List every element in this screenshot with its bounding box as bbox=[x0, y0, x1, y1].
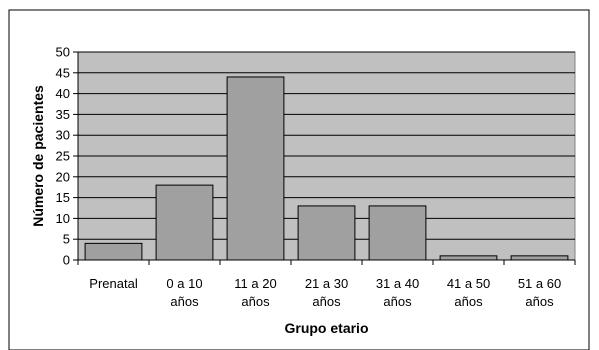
x-tick-label-line: 51 a 60 bbox=[518, 276, 561, 291]
x-tick-label-line: años bbox=[170, 294, 199, 309]
x-axis: Prenatal 0 a 10 años 11 a 20 años 21 a 30 años… bbox=[77, 259, 576, 309]
x-tick-label-line: 41 a 50 bbox=[447, 276, 490, 291]
bar bbox=[226, 76, 285, 261]
x-tick-label: 41 a 50 años bbox=[447, 276, 490, 309]
y-tick-label: 15 bbox=[56, 190, 70, 205]
y-tick-label: 25 bbox=[56, 149, 70, 164]
x-tick-label: 51 a 60 años bbox=[518, 276, 561, 309]
y-tick-label: 20 bbox=[56, 169, 70, 184]
x-axis-title: Grupo etario bbox=[284, 320, 368, 336]
y-tick-label: 5 bbox=[63, 232, 70, 247]
x-tick-label: 31 a 40 años bbox=[376, 276, 419, 309]
x-tick-label-line: 31 a 40 bbox=[376, 276, 419, 291]
bar bbox=[368, 205, 427, 261]
x-tick-label-line: años bbox=[454, 294, 483, 309]
x-tick-label: 21 a 30 años bbox=[305, 276, 348, 309]
bars bbox=[84, 76, 569, 261]
x-tick-label-line: 11 a 20 bbox=[234, 276, 276, 291]
x-tick-label-line: 21 a 30 bbox=[305, 276, 348, 291]
y-tick-label: 30 bbox=[56, 128, 70, 143]
bar bbox=[155, 184, 214, 261]
bar bbox=[439, 255, 498, 261]
x-tick-label-line: años bbox=[312, 294, 341, 309]
bar bbox=[84, 242, 143, 261]
x-tick-label-line: años bbox=[383, 294, 412, 309]
x-tick-label: 0 a 10 años bbox=[166, 276, 202, 309]
y-tick-label: 10 bbox=[56, 211, 70, 226]
y-tick-label: 50 bbox=[56, 45, 70, 60]
x-tick-label: Prenatal bbox=[89, 276, 138, 291]
x-tick-label-line: 0 a 10 bbox=[166, 276, 202, 291]
y-tick-label: 0 bbox=[63, 253, 70, 268]
y-tick-label: 45 bbox=[56, 65, 70, 80]
x-tick-label-line: Prenatal bbox=[89, 276, 138, 291]
y-tick-label: 40 bbox=[56, 86, 70, 101]
x-tick-label: 11 a 20 años bbox=[234, 276, 276, 309]
x-tick-label-line: años bbox=[241, 294, 270, 309]
y-axis: 0 5 10 15 20 25 30 35 40 45 50 bbox=[56, 45, 79, 268]
x-tick-label-line: años bbox=[525, 294, 554, 309]
gridlines bbox=[78, 51, 575, 240]
bar bbox=[297, 205, 356, 261]
y-axis-title: Número de pacientes bbox=[30, 85, 46, 227]
bar bbox=[510, 255, 569, 261]
y-tick-label: 35 bbox=[56, 107, 70, 122]
